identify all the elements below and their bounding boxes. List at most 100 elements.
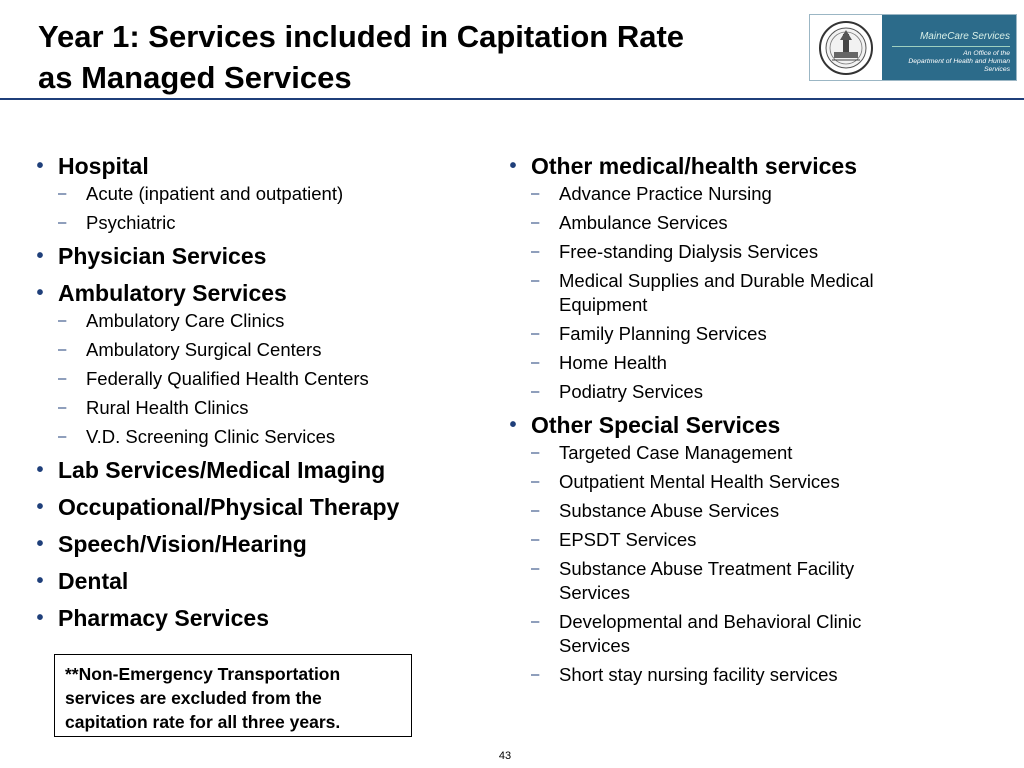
sub-service-text: Substance Abuse Services: [559, 500, 780, 521]
sub-service-item: – Outpatient Mental Health Services: [531, 470, 923, 494]
sub-service-text: Substance Abuse Treatment Facility Servi…: [559, 558, 855, 603]
logo-subtitle-1: An Office of the: [963, 50, 1010, 57]
dash-icon: –: [531, 354, 540, 371]
sub-service-item: – Short stay nursing facility services: [531, 663, 923, 687]
sub-service-item: – Substance Abuse Services: [531, 499, 923, 523]
logo-subtitle-2: Department of Health and Human Services: [908, 58, 1010, 73]
bullet-icon: •: [36, 245, 44, 267]
category-text: Occupational/Physical Therapy: [58, 494, 400, 520]
sub-service-text: Outpatient Mental Health Services: [559, 471, 840, 492]
state-seal-icon: [810, 15, 882, 80]
logo-divider: [892, 46, 1010, 47]
service-category-label: • Lab Services/Medical Imaging: [36, 454, 470, 486]
dash-icon: –: [531, 325, 540, 342]
service-category-dental: • Dental: [30, 565, 470, 597]
sub-service-item: – Ambulatory Care Clinics: [58, 309, 470, 333]
logo-title: MaineCare Services: [919, 31, 1010, 42]
sub-service-list: – Acute (inpatient and outpatient) – Psychi…: [58, 182, 470, 235]
sub-service-list: – Advance Practice Nursing – Ambulance Serv…: [531, 182, 923, 404]
sub-service-text: Psychiatric: [86, 212, 176, 233]
sub-service-item: – Psychiatric: [58, 211, 470, 235]
dash-icon: –: [531, 214, 540, 231]
sub-service-text: Home Health: [559, 352, 667, 373]
sub-service-item: – EPSDT Services: [531, 528, 923, 552]
dash-icon: –: [58, 341, 67, 358]
sub-service-list: – Ambulatory Care Clinics – Ambulatory Surg…: [58, 309, 470, 449]
dash-icon: –: [58, 214, 67, 231]
slide-title: Year 1: Services included in Capitation …: [38, 16, 798, 98]
sub-service-text: Ambulatory Surgical Centers: [86, 339, 322, 360]
sub-service-text: Rural Health Clinics: [86, 397, 249, 418]
dash-icon: –: [58, 399, 67, 416]
dash-icon: –: [531, 502, 540, 519]
service-category-label: • Hospital: [36, 150, 470, 182]
bullet-icon: •: [36, 533, 44, 555]
category-text: Physician Services: [58, 243, 267, 269]
sub-service-item: – Substance Abuse Treatment Facility Serv…: [531, 557, 923, 605]
sub-service-item: – Medical Supplies and Durable Medical Eq…: [531, 269, 923, 317]
sub-service-text: Advance Practice Nursing: [559, 183, 772, 204]
service-category-label: • Ambulatory Services: [36, 277, 470, 309]
service-category-other-medical-health-services: • Other medical/health services – Advance P…: [503, 150, 923, 404]
right-services-list: • Other medical/health services – Advance P…: [503, 150, 923, 692]
dash-icon: –: [58, 185, 67, 202]
sub-service-item: – Podiatry Services: [531, 380, 923, 404]
service-category-hospital: • Hospital – Acute (inpatient and outpatien…: [30, 150, 470, 235]
service-category-occupational-physical-therapy: • Occupational/Physical Therapy: [30, 491, 470, 523]
sub-service-text: Ambulance Services: [559, 212, 728, 233]
sub-service-item: – Rural Health Clinics: [58, 396, 470, 420]
dash-icon: –: [531, 272, 540, 289]
sub-service-item: – Advance Practice Nursing: [531, 182, 923, 206]
dash-icon: –: [58, 370, 67, 387]
dash-icon: –: [531, 243, 540, 260]
sub-service-item: – Home Health: [531, 351, 923, 375]
sub-service-item: – Free-standing Dialysis Services: [531, 240, 923, 264]
service-category-pharmacy-services: • Pharmacy Services: [30, 602, 470, 634]
bullet-icon: •: [36, 282, 44, 304]
slide-title-line-2: as Managed Services: [38, 60, 352, 95]
service-category-label: • Dental: [36, 565, 470, 597]
dash-icon: –: [531, 473, 540, 490]
service-category-lab-services-medical-imaging: • Lab Services/Medical Imaging: [30, 454, 470, 486]
page-number: 43: [498, 750, 512, 762]
sub-service-text: Developmental and Behavioral Clinic Serv…: [559, 611, 862, 656]
service-category-physician-services: • Physician Services: [30, 240, 470, 272]
category-text: Lab Services/Medical Imaging: [58, 457, 386, 483]
sub-service-item: – Ambulance Services: [531, 211, 923, 235]
sub-service-text: Free-standing Dialysis Services: [559, 241, 819, 262]
bullet-icon: •: [509, 155, 517, 177]
sub-service-item: – Family Planning Services: [531, 322, 923, 346]
service-category-ambulatory-services: • Ambulatory Services – Ambulatory Care Cli…: [30, 277, 470, 449]
bullet-icon: •: [36, 155, 44, 177]
category-text: Speech/Vision/Hearing: [58, 531, 307, 557]
dash-icon: –: [531, 560, 540, 577]
service-category-label: • Physician Services: [36, 240, 470, 272]
category-text: Other Special Services: [531, 412, 781, 438]
sub-service-item: – Developmental and Behavioral Clinic Ser…: [531, 610, 923, 658]
sub-service-item: – Ambulatory Surgical Centers: [58, 338, 470, 362]
sub-service-text: Federally Qualified Health Centers: [86, 368, 369, 389]
category-text: Dental: [58, 568, 129, 594]
sub-service-text: EPSDT Services: [559, 529, 697, 550]
service-category-speech-vision-hearing: • Speech/Vision/Hearing: [30, 528, 470, 560]
dash-icon: –: [531, 613, 540, 630]
sub-service-item: – Federally Qualified Health Centers: [58, 367, 470, 391]
sub-service-text: Short stay nursing facility services: [559, 664, 838, 685]
dash-icon: –: [531, 383, 540, 400]
service-category-label: • Speech/Vision/Hearing: [36, 528, 470, 560]
category-text: Ambulatory Services: [58, 280, 287, 306]
dash-icon: –: [531, 666, 540, 683]
left-services-list: • Hospital – Acute (inpatient and outpatien…: [30, 150, 470, 634]
dash-icon: –: [58, 312, 67, 329]
bullet-icon: •: [36, 496, 44, 518]
dash-icon: –: [531, 531, 540, 548]
dash-icon: –: [531, 185, 540, 202]
sub-service-text: Ambulatory Care Clinics: [86, 310, 285, 331]
bullet-icon: •: [36, 459, 44, 481]
service-category-other-special-services: • Other Special Services – Targeted Case Ma…: [503, 409, 923, 687]
sub-service-text: V.D. Screening Clinic Services: [86, 426, 336, 447]
dash-icon: –: [531, 444, 540, 461]
sub-service-item: – Acute (inpatient and outpatient): [58, 182, 470, 206]
service-category-label: • Pharmacy Services: [36, 602, 470, 634]
sub-service-text: Targeted Case Management: [559, 442, 793, 463]
